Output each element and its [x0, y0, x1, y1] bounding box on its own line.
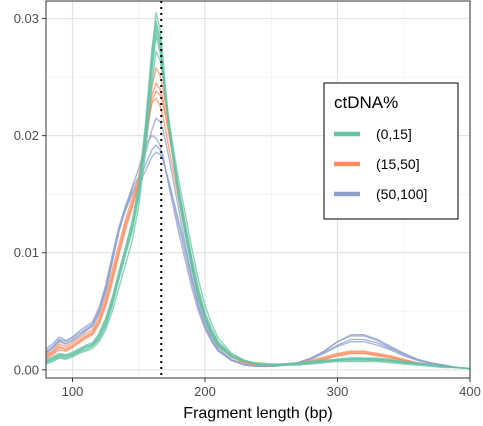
y-tick-label: 0.02 [14, 128, 39, 143]
x-tick-label: 300 [327, 384, 349, 399]
legend-title: ctDNA% [334, 93, 398, 112]
series-line [45, 20, 471, 370]
legend-label: (15,50] [376, 156, 420, 172]
x-tick-label: 200 [194, 384, 216, 399]
series-line [45, 50, 471, 370]
series-layer [45, 12, 471, 370]
legend: ctDNA% (0,15] (15,50] (50,100] [323, 82, 459, 220]
x-tick-label: 400 [459, 384, 481, 399]
plot-border [45, 0, 471, 379]
series-line [45, 134, 471, 370]
x-axis: 100 200 300 400 [62, 378, 481, 399]
legend-box [323, 82, 459, 220]
legend-label: (0,15] [376, 126, 412, 142]
x-axis-title: Fragment length (bp) [183, 405, 332, 422]
legend-entries: (0,15] (15,50] (50,100] [334, 126, 427, 202]
x-tick-label: 100 [62, 384, 84, 399]
legend-label: (50,100] [376, 186, 427, 202]
series-line [45, 29, 471, 370]
series-line [45, 151, 471, 370]
series-line [45, 117, 471, 370]
y-tick-label: 0.03 [14, 11, 39, 26]
y-axis: 0.00 0.01 0.02 0.03 [14, 11, 46, 377]
y-tick-label: 0.01 [14, 245, 39, 260]
y-tick-label: 0.00 [14, 362, 39, 377]
